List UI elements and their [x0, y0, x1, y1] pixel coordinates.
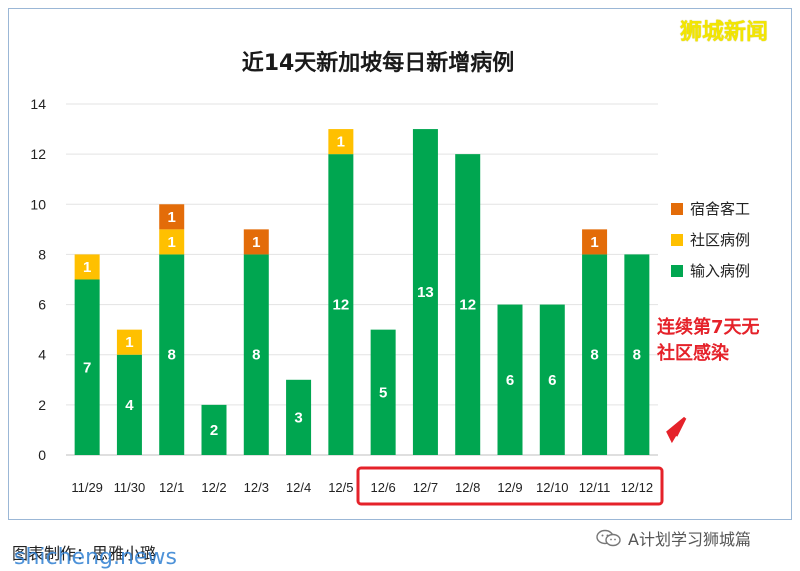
- data-label: 5: [379, 384, 387, 401]
- x-tick-label: 12/12: [621, 480, 654, 495]
- chart-title: 近14天新加坡每日新增病例: [242, 50, 515, 76]
- data-label: 1: [590, 234, 598, 251]
- data-label: 8: [168, 347, 176, 364]
- data-label: 1: [168, 209, 176, 226]
- x-tick-label: 12/5: [328, 480, 353, 495]
- wechat-account: A计划学习狮城篇: [596, 526, 751, 550]
- bar-segment: [328, 154, 354, 455]
- data-label: 12: [459, 297, 476, 314]
- data-label: 2: [210, 422, 218, 439]
- bar-segment: [539, 304, 565, 455]
- x-tick-label: 12/1: [159, 480, 184, 495]
- data-label: 1: [337, 134, 345, 151]
- data-label: 6: [506, 372, 514, 389]
- bar-segment: [497, 304, 523, 455]
- bar-segment: [243, 229, 269, 255]
- x-tick-label: 12/9: [497, 480, 522, 495]
- x-tick-label: 11/30: [114, 480, 146, 495]
- x-tick-label: 11/29: [71, 480, 103, 495]
- bar-segment: [116, 329, 142, 355]
- bar-segment: [74, 254, 100, 280]
- legend-swatch: [671, 234, 683, 246]
- bar-segment: [582, 254, 608, 455]
- y-tick-label: 14: [30, 96, 46, 112]
- legend-swatch: [671, 265, 683, 277]
- wechat-icon: [596, 529, 621, 547]
- footer-note: 图表制作：思雅小璐: [12, 544, 157, 563]
- x-tick-label: 12/7: [413, 480, 438, 495]
- bar-segment: [243, 254, 269, 455]
- bar-segment: [159, 229, 185, 255]
- data-label: 1: [168, 234, 176, 251]
- data-label: 1: [125, 334, 133, 351]
- data-label: 1: [83, 259, 91, 276]
- legend-label: 输入病例: [690, 262, 750, 280]
- bar-segment: [201, 404, 227, 455]
- bar-segment: [286, 379, 312, 455]
- highlight-box: [356, 466, 664, 506]
- y-tick-label: 10: [30, 196, 46, 212]
- annotation: 连续第7天无 社区感染: [657, 315, 760, 367]
- legend-label: 宿舍客工: [690, 200, 750, 218]
- legend-swatch: [671, 203, 683, 215]
- data-label: 8: [633, 347, 641, 364]
- data-label: 8: [590, 347, 598, 364]
- footer-brand: shicheng.news: [14, 545, 177, 570]
- bar-segment: [328, 129, 354, 155]
- data-label: 8: [252, 347, 260, 364]
- x-tick-label: 12/11: [579, 480, 611, 495]
- y-tick-label: 0: [38, 447, 46, 463]
- bar-segment: [412, 129, 438, 456]
- x-tick-label: 12/2: [201, 480, 226, 495]
- data-label: 12: [333, 297, 350, 314]
- annotation-line-2: 社区感染: [657, 343, 729, 364]
- y-tick-label: 4: [38, 347, 46, 363]
- watermark: 狮城新闻: [680, 20, 769, 45]
- annotation-line-1: 连续第7天无: [657, 317, 760, 338]
- data-label: 4: [125, 397, 134, 414]
- wechat-name: A计划学习狮城篇: [628, 530, 751, 549]
- data-label: 6: [548, 372, 556, 389]
- y-tick-label: 8: [38, 246, 46, 262]
- bar-segment: [116, 354, 142, 455]
- bar-segment: [159, 254, 185, 455]
- x-tick-label: 12/8: [455, 480, 480, 495]
- data-label: 13: [417, 284, 434, 301]
- y-tick-label: 6: [38, 297, 46, 313]
- bar-segment: [624, 254, 650, 455]
- data-label: 3: [294, 409, 302, 426]
- bar-segment: [370, 329, 396, 455]
- data-label: 1: [252, 234, 260, 251]
- y-tick-label: 2: [38, 397, 46, 413]
- bar-segment: [159, 204, 185, 230]
- y-tick-label: 12: [30, 146, 46, 162]
- bar-segment: [455, 154, 481, 455]
- x-tick-label: 12/6: [370, 480, 395, 495]
- x-tick-label: 12/3: [244, 480, 269, 495]
- x-tick-label: 12/4: [286, 480, 311, 495]
- bar-segment: [74, 279, 100, 455]
- legend-label: 社区病例: [690, 231, 750, 249]
- bar-segment: [582, 229, 608, 255]
- x-tick-label: 12/10: [536, 480, 569, 495]
- arrow-icon: [666, 416, 687, 444]
- data-label: 7: [83, 359, 91, 376]
